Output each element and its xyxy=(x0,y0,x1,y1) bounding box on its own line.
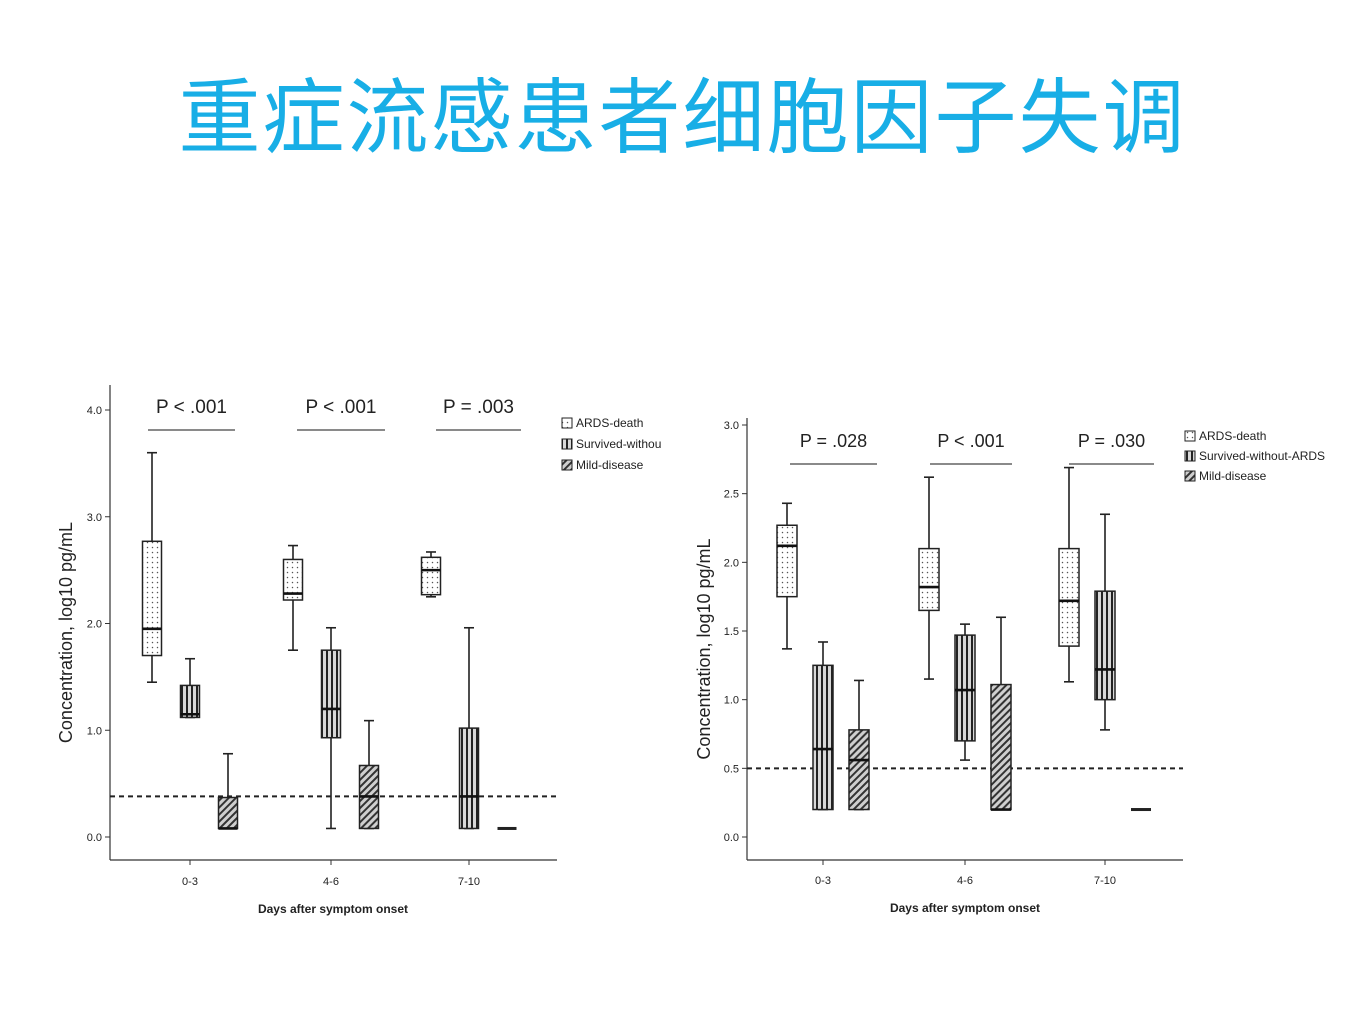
legend-swatch-mild-disease xyxy=(561,459,573,471)
x-tick-label: 7-10 xyxy=(458,876,480,888)
box-body xyxy=(320,649,342,739)
box-body xyxy=(217,796,239,830)
p-value-label: P = .030 xyxy=(1078,431,1145,451)
x-tick-label: 0-3 xyxy=(182,876,198,888)
x-tick-label: 4-6 xyxy=(323,876,339,888)
right-box-plot: 0.0 0.5 1.0 1.5 2.0 2.5 3.0 0-3 4-6 7-10 Days afte… xyxy=(694,418,1325,915)
box-mild-disease-0-3 xyxy=(217,752,239,830)
box-survived-without-ards-0-3 xyxy=(812,641,834,811)
y-tick-label: 1.5 xyxy=(724,626,739,638)
y-tick-label: 0.5 xyxy=(724,763,739,775)
y-tick-label: 4.0 xyxy=(87,405,102,417)
x-axis-label: Days after symptom onset xyxy=(258,902,408,916)
y-axis-label: Concentration, log10 pg/mL xyxy=(694,538,714,759)
box-ards-death-7-10 xyxy=(1058,466,1080,683)
p-value-label: P < .001 xyxy=(937,431,1004,451)
box-survived-without-ards-4-6 xyxy=(954,623,976,761)
box-body xyxy=(918,547,940,612)
box-body xyxy=(282,558,304,601)
box-body xyxy=(1131,808,1151,812)
box-body xyxy=(420,556,442,596)
box-body xyxy=(990,683,1012,811)
box-survived-without-ards-4-6 xyxy=(320,626,342,830)
box-mild-disease-7-10 xyxy=(1131,808,1151,812)
y-tick-label: 0.0 xyxy=(87,832,102,844)
box-mild-disease-0-3 xyxy=(848,679,870,811)
y-tick-label: 2.5 xyxy=(724,489,739,501)
box-body xyxy=(776,524,798,598)
legend-swatch-survived-without-ards xyxy=(1184,450,1196,462)
legend-label-survived-without-ards: Survived-without-ARDS xyxy=(1199,449,1325,463)
legend-label-survived-without-ards: Survived-withou xyxy=(576,437,661,451)
legend-label-ards-death: ARDS-death xyxy=(1199,429,1266,443)
legend-swatch-ards-death xyxy=(1184,430,1196,442)
box-body xyxy=(1094,590,1116,701)
y-tick-label: 1.0 xyxy=(87,725,102,737)
x-tick-label: 0-3 xyxy=(815,875,831,887)
box-survived-without-ards-7-10 xyxy=(458,626,480,830)
slide-title: 重症流感患者细胞因子失调 xyxy=(178,71,1187,166)
x-tick-label: 7-10 xyxy=(1094,875,1116,887)
box-body xyxy=(179,684,201,719)
legend-label-mild-disease: Mild-disease xyxy=(1199,469,1267,483)
box-mild-disease-7-10 xyxy=(497,826,517,830)
legend-swatch-survived-without-ards xyxy=(561,438,573,450)
y-axis-label: Concentration, log10 pg/mL xyxy=(56,522,76,743)
legend-swatch-mild-disease xyxy=(1184,470,1196,482)
y-tick-label: 0.0 xyxy=(724,832,739,844)
box-body xyxy=(141,540,163,657)
y-tick-label: 1.0 xyxy=(724,695,739,707)
p-value-label: P = .003 xyxy=(443,397,514,418)
p-value-label: P < .001 xyxy=(306,397,377,418)
box-body xyxy=(458,727,480,830)
p-value-label: P < .001 xyxy=(156,397,227,418)
p-value-label: P = .028 xyxy=(800,431,867,451)
legend-label-mild-disease: Mild-disease xyxy=(576,458,644,472)
x-axis-label: Days after symptom onset xyxy=(890,901,1040,915)
box-body xyxy=(1058,547,1080,647)
box-ards-death-0-3 xyxy=(141,451,163,684)
box-body xyxy=(954,634,976,742)
legend-swatch-ards-death xyxy=(561,417,573,429)
legend-label-ards-death: ARDS-death xyxy=(576,416,643,430)
box-survived-without-ards-0-3 xyxy=(179,657,201,719)
box-body xyxy=(812,664,834,811)
box-mild-disease-4-6 xyxy=(358,719,380,830)
box-mild-disease-4-6 xyxy=(990,616,1012,811)
x-tick-label: 4-6 xyxy=(957,875,973,887)
box-ards-death-7-10 xyxy=(420,551,442,598)
box-body xyxy=(497,826,517,830)
y-tick-label: 2.0 xyxy=(724,557,739,569)
box-ards-death-0-3 xyxy=(776,502,798,650)
y-tick-label: 2.0 xyxy=(87,619,102,631)
box-ards-death-4-6 xyxy=(918,476,940,680)
box-body xyxy=(848,729,870,811)
left-box-plot: 0.0 1.0 2.0 3.0 4.0 0-3 4-6 7-10 Days after symp… xyxy=(56,385,661,916)
box-ards-death-4-6 xyxy=(282,544,304,651)
box-survived-without-ards-7-10 xyxy=(1094,513,1116,731)
y-tick-label: 3.0 xyxy=(87,512,102,524)
y-tick-label: 3.0 xyxy=(724,420,739,432)
